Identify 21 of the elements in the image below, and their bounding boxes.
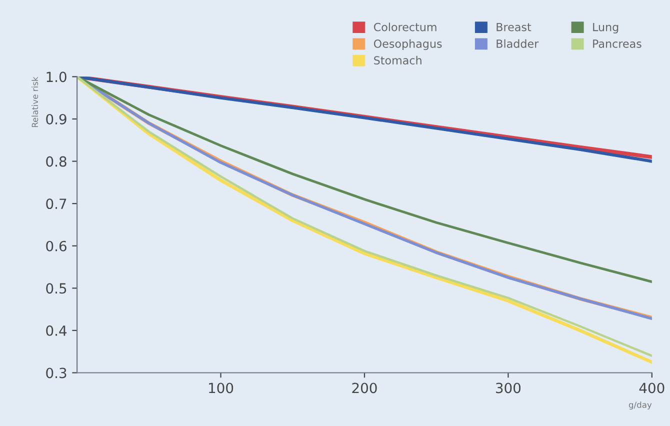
y-axis-title: Relative risk [32,76,38,128]
legend-label: Breast [496,22,532,32]
x-tick-label: 300 [496,382,521,394]
y-tick-label: 0.7 [46,198,66,210]
y-tick-label: 0.6 [46,240,66,252]
legend-label: Pancreas [593,40,642,48]
legend-label: Lung [593,22,618,34]
y-tick-label: 0.9 [46,114,66,124]
x-axis-title: g/day [628,401,652,410]
x-tick-label: 200 [352,382,377,394]
legend-label: Colorectum [374,22,436,32]
y-tick-label: 0.8 [46,156,66,167]
y-tick-label: 0.5 [46,283,66,294]
legend-label: Oesophagus [374,39,442,50]
y-tick-label: 0.4 [46,325,67,336]
x-tick-label: 400 [639,382,664,394]
legend-label: Bladder [496,39,539,48]
x-tick-label: 100 [209,382,234,394]
y-tick-label: 1.0 [46,72,66,82]
y-tick-label: 0.3 [46,368,66,378]
legend-label: Stomach [374,56,422,65]
